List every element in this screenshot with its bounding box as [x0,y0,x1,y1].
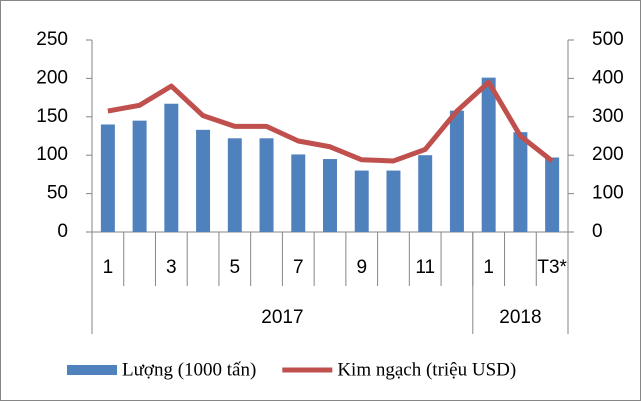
bar [354,170,369,232]
group-label: 2017 [261,307,303,328]
bar [386,170,401,232]
bar [481,77,496,232]
y-tick-label: 50 [47,183,68,204]
bar [100,124,115,232]
x-tick-label: 1 [483,257,494,278]
y-tick-label: 150 [36,106,68,127]
x-tick-label: 3 [166,257,177,278]
legend-label: Kim ngạch (triệu USD) [337,359,516,380]
y-tick-label: 200 [36,67,68,88]
y2-tick-label: 500 [592,29,624,50]
x-tick-label: 5 [230,257,241,278]
x-tick-label: 9 [356,257,367,278]
y2-tick-label: 300 [592,106,624,127]
bar [418,155,433,232]
bar [132,120,147,232]
y-tick-label: 0 [57,221,68,242]
x-tick-label: 7 [293,257,304,278]
bar [291,154,306,232]
y2-tick-label: 400 [592,67,624,88]
y2-tick-label: 0 [592,221,603,242]
bar [323,159,337,232]
y2-tick-label: 100 [592,183,624,204]
legend-swatch [67,365,117,375]
legend-label: Lượng (1000 tấn) [122,359,256,380]
y-tick-label: 250 [36,29,68,50]
x-tick-label: 1 [103,257,114,278]
y-tick-label: 100 [36,144,68,165]
line [107,79,554,164]
bar [545,157,560,232]
x-tick-label: 11 [415,257,435,278]
y2-tick-label: 200 [592,144,624,165]
x-tick-label: T3* [537,257,567,278]
bar [259,138,274,232]
group-label: 2018 [499,307,541,328]
bar [227,138,242,232]
bar [164,103,179,232]
bar [513,132,528,232]
bar [449,110,464,232]
bar [196,129,211,232]
